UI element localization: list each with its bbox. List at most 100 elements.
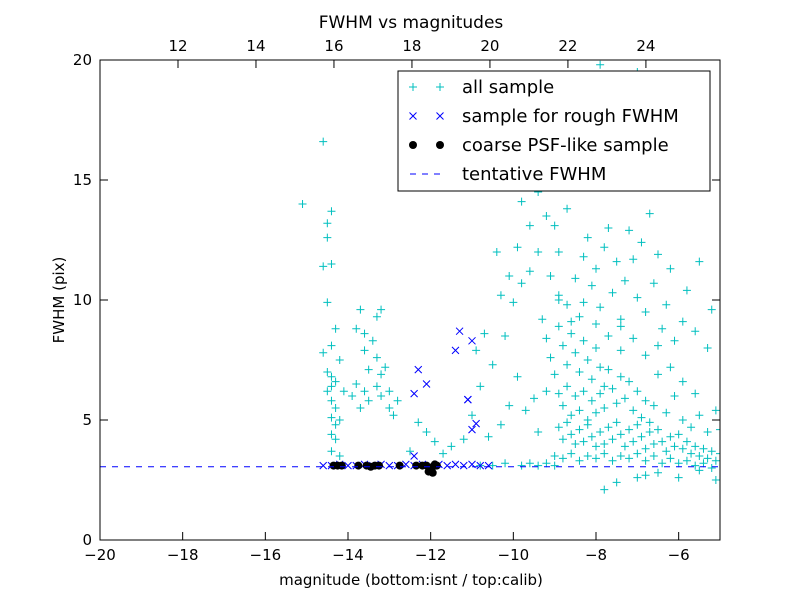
data-point bbox=[633, 420, 642, 429]
data-point bbox=[616, 315, 625, 324]
data-point bbox=[691, 327, 700, 336]
data-point bbox=[422, 461, 431, 470]
data-point bbox=[546, 272, 555, 280]
data-point bbox=[571, 392, 580, 400]
data-point bbox=[703, 344, 712, 352]
y-tick-label: 0 bbox=[82, 531, 92, 549]
data-point bbox=[459, 435, 468, 444]
legend-marker bbox=[436, 83, 444, 91]
y-tick-label: 20 bbox=[73, 51, 92, 69]
data-point bbox=[352, 380, 361, 388]
data-point bbox=[596, 303, 605, 312]
data-point bbox=[327, 430, 336, 439]
data-point bbox=[666, 363, 675, 372]
data-point bbox=[682, 286, 691, 295]
data-point bbox=[484, 432, 493, 441]
x-tick-label: −10 bbox=[498, 546, 530, 564]
data-point bbox=[674, 473, 683, 482]
data-point bbox=[352, 324, 361, 333]
data-point bbox=[354, 461, 363, 470]
data-point bbox=[377, 305, 386, 314]
data-point bbox=[472, 419, 480, 428]
data-point bbox=[337, 461, 346, 470]
data-point bbox=[554, 322, 563, 331]
x-tick-label: −20 bbox=[84, 546, 116, 564]
data-point bbox=[546, 353, 555, 362]
data-point bbox=[356, 305, 365, 314]
data-point bbox=[645, 428, 654, 436]
data-point bbox=[298, 200, 307, 208]
axis-ticks: −20 −18 −16 −14 −12 −10 −8 −6 12 14 16 18 20 22 24 0 5 10… bbox=[73, 37, 720, 564]
data-point bbox=[323, 298, 332, 307]
data-point bbox=[513, 243, 522, 252]
data-point bbox=[558, 435, 567, 444]
data-point bbox=[567, 449, 576, 458]
data-point bbox=[385, 387, 394, 396]
data-point bbox=[571, 274, 580, 283]
data-point bbox=[608, 288, 617, 297]
data-point bbox=[521, 406, 530, 415]
data-point bbox=[323, 368, 332, 376]
legend-item: tentative FWHM bbox=[410, 164, 606, 185]
data-point bbox=[587, 432, 596, 441]
data-point bbox=[641, 308, 650, 316]
data-point bbox=[612, 399, 621, 408]
data-point bbox=[360, 329, 369, 338]
data-point bbox=[633, 449, 642, 458]
data-point bbox=[583, 420, 592, 429]
data-point bbox=[592, 344, 600, 352]
data-point bbox=[525, 267, 534, 276]
data-point bbox=[616, 430, 625, 439]
data-point bbox=[695, 411, 704, 420]
data-point bbox=[633, 387, 642, 396]
data-point bbox=[637, 238, 646, 247]
data-point bbox=[496, 291, 505, 300]
data-point bbox=[579, 437, 588, 446]
data-point bbox=[645, 209, 654, 218]
data-point bbox=[439, 449, 448, 458]
data-point bbox=[625, 226, 634, 235]
data-point bbox=[587, 375, 596, 384]
data-point bbox=[356, 404, 365, 412]
data-point bbox=[662, 300, 671, 309]
data-point bbox=[716, 449, 720, 458]
data-point bbox=[517, 461, 526, 470]
x-tick-label: −16 bbox=[250, 546, 282, 564]
data-point bbox=[538, 315, 547, 324]
data-point bbox=[323, 387, 332, 396]
data-point bbox=[372, 353, 381, 362]
data-point bbox=[583, 233, 592, 242]
legend-item: all sample bbox=[409, 77, 554, 98]
data-point bbox=[707, 447, 716, 456]
data-point bbox=[459, 461, 468, 470]
data-point bbox=[455, 327, 464, 336]
data-point bbox=[620, 394, 629, 403]
data-point bbox=[534, 248, 543, 256]
data-point bbox=[505, 272, 514, 280]
data-point bbox=[558, 401, 567, 410]
data-point bbox=[695, 452, 704, 460]
data-point bbox=[600, 243, 609, 252]
data-point bbox=[550, 452, 559, 460]
data-point bbox=[558, 454, 567, 463]
data-point bbox=[654, 468, 662, 477]
data-point bbox=[385, 461, 394, 470]
data-point bbox=[422, 380, 431, 388]
data-point bbox=[542, 387, 551, 396]
data-point bbox=[629, 255, 638, 264]
data-point bbox=[608, 435, 617, 444]
data-point bbox=[592, 442, 600, 451]
data-point bbox=[410, 389, 418, 398]
data-point bbox=[682, 437, 691, 446]
data-point bbox=[649, 279, 658, 288]
data-point bbox=[368, 336, 377, 345]
data-point bbox=[509, 298, 518, 307]
data-point bbox=[428, 468, 437, 477]
data-point bbox=[654, 425, 662, 434]
data-point bbox=[625, 454, 634, 463]
data-point bbox=[579, 298, 588, 307]
data-point bbox=[575, 312, 584, 321]
legend-label: tentative FWHM bbox=[462, 164, 606, 185]
top-x-tick-label: 20 bbox=[480, 37, 499, 55]
data-point bbox=[678, 377, 687, 386]
